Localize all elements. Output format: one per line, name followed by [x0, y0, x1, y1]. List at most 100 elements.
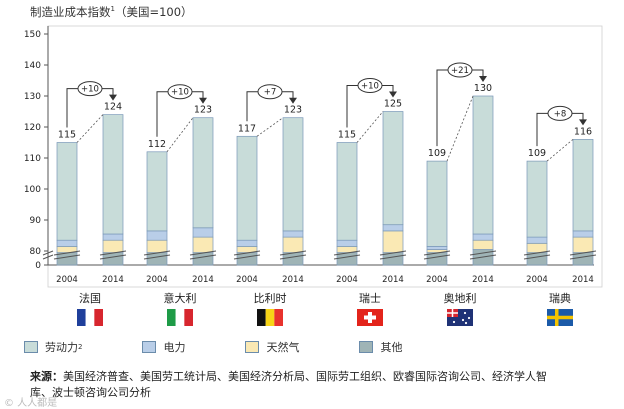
change-arrowhead — [199, 97, 207, 104]
x-tick-label: 2014 — [572, 275, 594, 285]
x-tick-label: 2014 — [102, 275, 124, 285]
bar-segment-electricity — [192, 227, 214, 238]
change-badge — [77, 81, 103, 97]
bar-break-mark — [233, 250, 261, 256]
x-tick-label: 2004 — [146, 275, 168, 285]
legend-label-gas: 天然气 — [266, 341, 300, 354]
bar-break-mark — [379, 250, 407, 256]
flag-stripe — [265, 309, 275, 326]
x-tick-label: 2014 — [192, 275, 214, 285]
change-arrowhead — [389, 91, 397, 98]
bar-segment-labour — [382, 111, 404, 226]
source-note: 来源：美国经济普查、美国劳工统计局、美国经济分析局、国际劳工组织、欧睿国际咨询公… — [30, 369, 550, 401]
x-tick-label: 2004 — [336, 275, 358, 285]
bar-total-label: 109 — [428, 148, 446, 159]
axis-break-mark — [42, 250, 54, 256]
bar-segment-gas — [282, 236, 304, 253]
bar-segment-labour — [192, 117, 214, 229]
change-label: +21 — [451, 66, 469, 76]
legend-label-labour: 劳动力 — [45, 341, 78, 354]
y-tick-label: 0 — [35, 261, 41, 271]
bar-total-label: 130 — [474, 83, 492, 94]
flag-stripe — [77, 309, 86, 326]
change-label: +10 — [81, 85, 99, 95]
legend-swatch-gas — [245, 341, 260, 353]
bar-break-mark — [99, 250, 127, 256]
legend-label-other: 其他 — [380, 341, 403, 354]
change-badge — [547, 105, 573, 121]
change-arrowhead — [579, 119, 587, 126]
chart-title-suffix: （美国=100） — [114, 5, 193, 19]
bar-break-mark — [469, 250, 497, 256]
change-badge — [357, 78, 383, 93]
legend: 劳动力 2 电力 天然气 其他 — [24, 339, 462, 355]
flag-star — [452, 320, 456, 324]
x-tick-label: 2004 — [526, 275, 548, 285]
legend-item-labour: 劳动力 2 — [24, 339, 82, 355]
bar-segment-electricity — [282, 230, 304, 238]
bar-segment-electricity — [146, 230, 168, 241]
bar-segment-electricity — [236, 239, 258, 247]
legend-swatch-electricity — [142, 341, 157, 353]
chart-title: 制造业成本指数1（美国=100） — [30, 4, 193, 20]
change-arrowhead — [479, 76, 487, 82]
flag-star — [461, 318, 465, 322]
flag-star — [464, 321, 468, 325]
bar-segment-gas — [102, 239, 124, 253]
change-connector — [166, 117, 194, 153]
bar-segment-labour — [56, 142, 78, 241]
flag-stripe — [167, 309, 176, 326]
bar-total-label: 115 — [338, 130, 356, 141]
legend-item-gas: 天然气 — [245, 339, 299, 355]
x-tick-label: 2014 — [282, 275, 304, 285]
bar-break-mark — [99, 254, 127, 260]
bar-break-mark — [279, 250, 307, 256]
bar-total-label: 123 — [194, 105, 212, 116]
flag-star — [467, 316, 471, 320]
x-tick-label: 2014 — [382, 275, 404, 285]
source-label: 来源： — [30, 370, 63, 383]
bar-break-mark — [189, 254, 217, 260]
bar-segment-electricity — [382, 224, 404, 232]
bar-break-mark — [143, 250, 171, 256]
flag-stripe — [274, 309, 283, 326]
y-tick-label: 100 — [24, 185, 41, 195]
bar-segment-gas — [146, 239, 168, 253]
bar-break-mark — [279, 254, 307, 260]
flag-stripe — [94, 309, 103, 326]
bar-break-mark — [569, 254, 597, 260]
bar-total-label: 115 — [58, 130, 76, 141]
bar-break-mark — [379, 254, 407, 260]
change-connector — [546, 139, 574, 162]
x-tick-label: 2004 — [426, 275, 448, 285]
y-tick-label: 150 — [24, 30, 41, 40]
bar-total-label: 123 — [284, 105, 302, 116]
flag-stripe — [85, 309, 95, 326]
bar-segment-labour — [236, 135, 258, 241]
y-tick-label: 90 — [30, 216, 42, 226]
bar-segment-electricity — [526, 236, 548, 244]
change-label: +7 — [264, 88, 277, 98]
bar-break-mark — [189, 250, 217, 256]
bar-total-label: 125 — [384, 99, 402, 110]
country-label: 比利时 — [254, 292, 287, 305]
axis-break-mark — [42, 254, 54, 260]
bar-break-mark — [143, 254, 171, 260]
bar-segment-labour — [472, 95, 494, 235]
bar-segment-gas — [572, 236, 594, 253]
bar-break-mark — [469, 254, 497, 260]
change-arrowhead — [109, 94, 117, 101]
flag-stripe — [175, 309, 185, 326]
bar-break-mark — [423, 250, 451, 256]
bar-break-mark — [333, 254, 361, 260]
bar-break-mark — [523, 250, 551, 256]
bar-break-mark — [523, 254, 551, 260]
change-badge — [447, 62, 473, 78]
source-text: 美国经济普查、美国劳工统计局、美国经济分析局、国际劳工组织、欧睿国际咨询公司、经… — [30, 370, 547, 399]
x-tick-label: 2014 — [472, 275, 494, 285]
bar-break-mark — [423, 254, 451, 260]
bar-segment-gas — [526, 242, 548, 253]
y-tick-label: 80 — [30, 247, 42, 257]
bar-break-mark — [53, 250, 81, 256]
